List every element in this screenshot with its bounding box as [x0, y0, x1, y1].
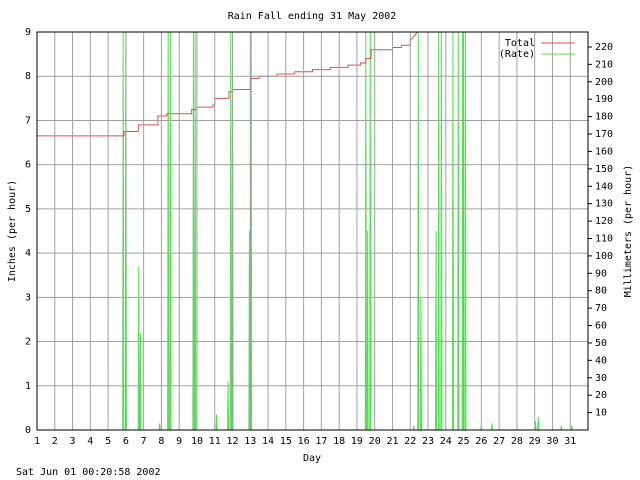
y2-tick-label: 50 [595, 338, 607, 349]
y2-tick-label: 200 [595, 77, 613, 88]
x-tick-label: 20 [369, 436, 381, 447]
y2-axis-label: Millimeters (per hour) [623, 165, 634, 297]
y-tick-label: 0 [25, 425, 31, 436]
x-tick-label: 14 [262, 436, 274, 447]
y-tick-label: 3 [25, 292, 31, 303]
chart-title: Rain Fall ending 31 May 2002 [228, 11, 397, 22]
x-tick-label: 10 [191, 436, 203, 447]
y2-tick-label: 120 [595, 216, 613, 227]
y2-tick-label: 30 [595, 373, 607, 384]
y2-tick-label: 180 [595, 112, 613, 123]
y-tick-label: 2 [25, 337, 31, 348]
x-tick-label: 2 [52, 436, 58, 447]
x-axis-label: Day [303, 453, 321, 464]
y-axis-label: Inches (per hour) [7, 180, 18, 282]
y2-tick-label: 160 [595, 146, 613, 157]
x-tick-label: 24 [440, 436, 452, 447]
x-tick-label: 21 [386, 436, 398, 447]
y2-tick-label: 220 [595, 42, 613, 53]
x-tick-label: 16 [298, 436, 310, 447]
x-tick-label: 23 [422, 436, 434, 447]
y-tick-label: 1 [25, 381, 31, 392]
y-tick-label: 7 [25, 115, 31, 126]
x-tick-label: 15 [280, 436, 292, 447]
x-tick-label: 18 [333, 436, 345, 447]
y-tick-label: 5 [25, 204, 31, 215]
x-tick-label: 17 [315, 436, 327, 447]
y2-tick-label: 80 [595, 286, 607, 297]
x-tick-label: 27 [493, 436, 505, 447]
legend-label: Total [505, 38, 535, 49]
x-tick-label: 13 [244, 436, 256, 447]
x-tick-label: 11 [209, 436, 221, 447]
x-tick-label: 9 [176, 436, 182, 447]
y2-tick-label: 130 [595, 199, 613, 210]
x-tick-label: 3 [70, 436, 76, 447]
plot-frame [36, 31, 589, 431]
x-tick-label: 4 [87, 436, 93, 447]
y-tick-label: 8 [25, 71, 31, 82]
y2-tick-label: 190 [595, 94, 613, 105]
x-tick-label: 7 [141, 436, 147, 447]
x-tick-label: 19 [351, 436, 363, 447]
x-tick-label: 29 [529, 436, 541, 447]
footer: Sat Jun 01 00:20:58 2002 [16, 467, 161, 478]
y2-tick-label: 90 [595, 268, 607, 279]
y2-tick-label: 140 [595, 181, 613, 192]
y2-tick-label: 100 [595, 251, 613, 262]
y2-tick-label: 10 [595, 408, 607, 419]
y2-tick-label: 70 [595, 303, 607, 314]
y2-tick-label: 150 [595, 164, 613, 175]
x-tick-label: 5 [105, 436, 111, 447]
series-line [37, 32, 418, 137]
y-tick-label: 9 [25, 27, 31, 38]
x-tick-label: 25 [458, 436, 470, 447]
y-tick-label: 6 [25, 160, 31, 171]
x-tick-label: 6 [123, 436, 129, 447]
x-tick-label: 26 [475, 436, 487, 447]
y2-tick-label: 110 [595, 233, 613, 244]
legend-label: (Rate) [499, 49, 535, 60]
y2-tick-label: 210 [595, 59, 613, 70]
x-tick-label: 8 [158, 436, 164, 447]
y2-tick-label: 20 [595, 390, 607, 401]
y2-tick-label: 40 [595, 355, 607, 366]
x-tick-label: 30 [546, 436, 558, 447]
y2-tick-label: 60 [595, 321, 607, 332]
x-tick-label: 22 [404, 436, 416, 447]
y-tick-label: 4 [25, 248, 31, 259]
y2-tick-label: 170 [595, 129, 613, 140]
x-tick-label: 12 [226, 436, 238, 447]
x-tick-label: 31 [564, 436, 576, 447]
x-tick-label: 1 [34, 436, 40, 447]
x-tick-label: 28 [511, 436, 523, 447]
